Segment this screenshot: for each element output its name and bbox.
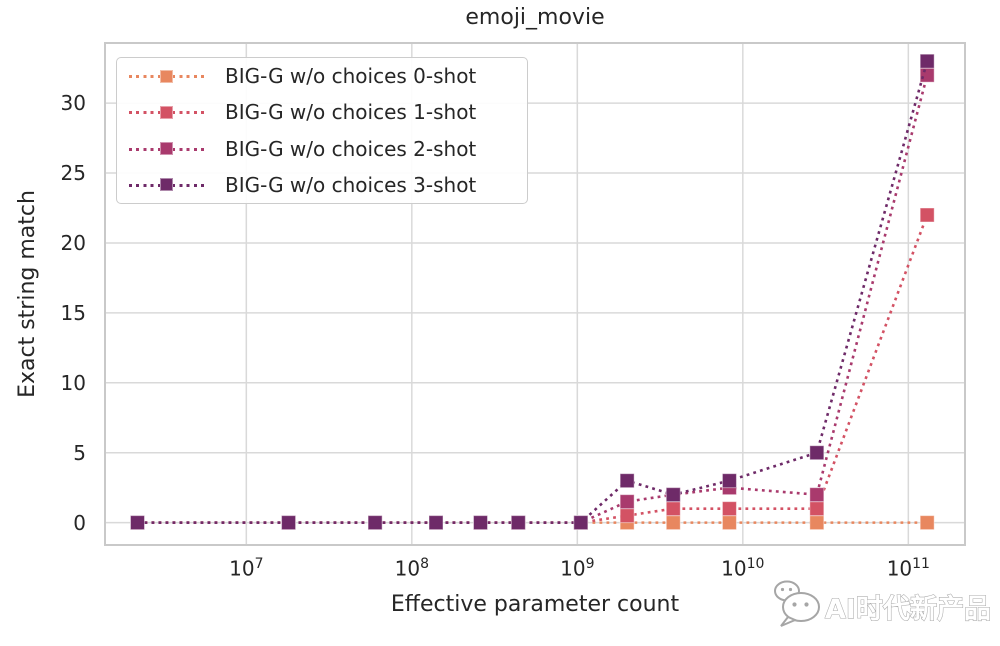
legend-marker-icon (129, 68, 209, 84)
legend-square-marker (160, 69, 173, 83)
marker-1-shot (721, 501, 737, 517)
marker-0-shot (721, 515, 737, 531)
x-tick-exponent: 9 (585, 556, 595, 572)
marker-1-shot (919, 207, 935, 223)
y-tick-label: 5 (73, 440, 86, 465)
marker-3-shot (510, 515, 526, 531)
legend: BIG-G w/o choices 0-shot BIG-G w/o choice… (116, 57, 528, 204)
legend-marker-icon (129, 104, 209, 120)
marker-1-shot (809, 501, 825, 517)
x-tick-exponent: 11 (912, 556, 930, 572)
y-axis-label: Exact string match (15, 190, 40, 398)
marker-3-shot (281, 515, 297, 531)
marker-1-shot (665, 501, 681, 517)
x-tick-mantissa: 10 (229, 556, 255, 581)
marker-0-shot (919, 515, 935, 531)
x-tick-label: 1010 (711, 556, 775, 581)
marker-3-shot (665, 487, 681, 503)
marker-3-shot (428, 515, 444, 531)
x-tick-label: 108 (380, 556, 444, 581)
legend-entry-3-shot: BIG-G w/o choices 3-shot (117, 167, 527, 203)
legend-entry-2-shot: BIG-G w/o choices 2-shot (117, 131, 527, 167)
marker-3-shot (367, 515, 383, 531)
watermark-text: AI时代新产品 (825, 593, 991, 625)
x-tick-label: 109 (545, 556, 609, 581)
marker-3-shot (721, 473, 737, 489)
y-tick-label: 15 (60, 300, 86, 325)
legend-label: BIG-G w/o choices 2-shot (225, 136, 477, 161)
marker-3-shot (619, 473, 635, 489)
marker-3-shot (472, 515, 488, 531)
legend-label: BIG-G w/o choices 1-shot (225, 100, 477, 125)
y-tick-label: 0 (73, 510, 86, 535)
legend-square-marker (160, 142, 173, 156)
legend-label: BIG-G w/o choices 0-shot (225, 64, 477, 89)
marker-3-shot (919, 53, 935, 69)
x-tick-mantissa: 10 (394, 556, 421, 581)
wechat-icon: AI时代新产品 (774, 580, 992, 627)
legend-square-marker (160, 105, 173, 119)
y-tick-label: 25 (60, 161, 86, 186)
x-tick-label: 1011 (876, 556, 940, 581)
marker-3-shot (573, 515, 589, 531)
x-tick-mantissa: 10 (886, 556, 913, 581)
x-tick-mantissa: 10 (721, 556, 747, 581)
legend-marker-icon (129, 141, 209, 157)
legend-square-marker (160, 178, 173, 192)
x-tick-mantissa: 10 (560, 556, 586, 581)
watermark: AI时代新产品 (765, 576, 1000, 640)
y-tick-label: 30 (60, 91, 86, 116)
marker-2-shot (919, 67, 935, 83)
plot-border (104, 42, 966, 546)
y-tick-label: 20 (60, 230, 86, 255)
x-tick-exponent: 10 (746, 556, 765, 572)
chart-title: emoji_movie (465, 5, 605, 30)
legend-marker-icon (129, 177, 209, 193)
marker-3-shot (129, 515, 145, 531)
marker-0-shot (665, 515, 681, 531)
legend-entry-1-shot: BIG-G w/o choices 1-shot (117, 94, 527, 130)
legend-label: BIG-G w/o choices 3-shot (225, 172, 477, 197)
y-tick-label: 10 (60, 370, 86, 395)
marker-0-shot (809, 515, 825, 531)
marker-1-shot (619, 508, 635, 524)
marker-3-shot (809, 445, 825, 461)
x-tick-exponent: 7 (254, 556, 264, 572)
marker-2-shot (809, 487, 825, 503)
x-axis-label: Effective parameter count (390, 592, 680, 617)
x-tick-label: 107 (214, 556, 278, 581)
legend-entry-0-shot: BIG-G w/o choices 0-shot (117, 58, 527, 94)
marker-2-shot (619, 494, 635, 510)
x-tick-exponent: 8 (420, 556, 429, 572)
